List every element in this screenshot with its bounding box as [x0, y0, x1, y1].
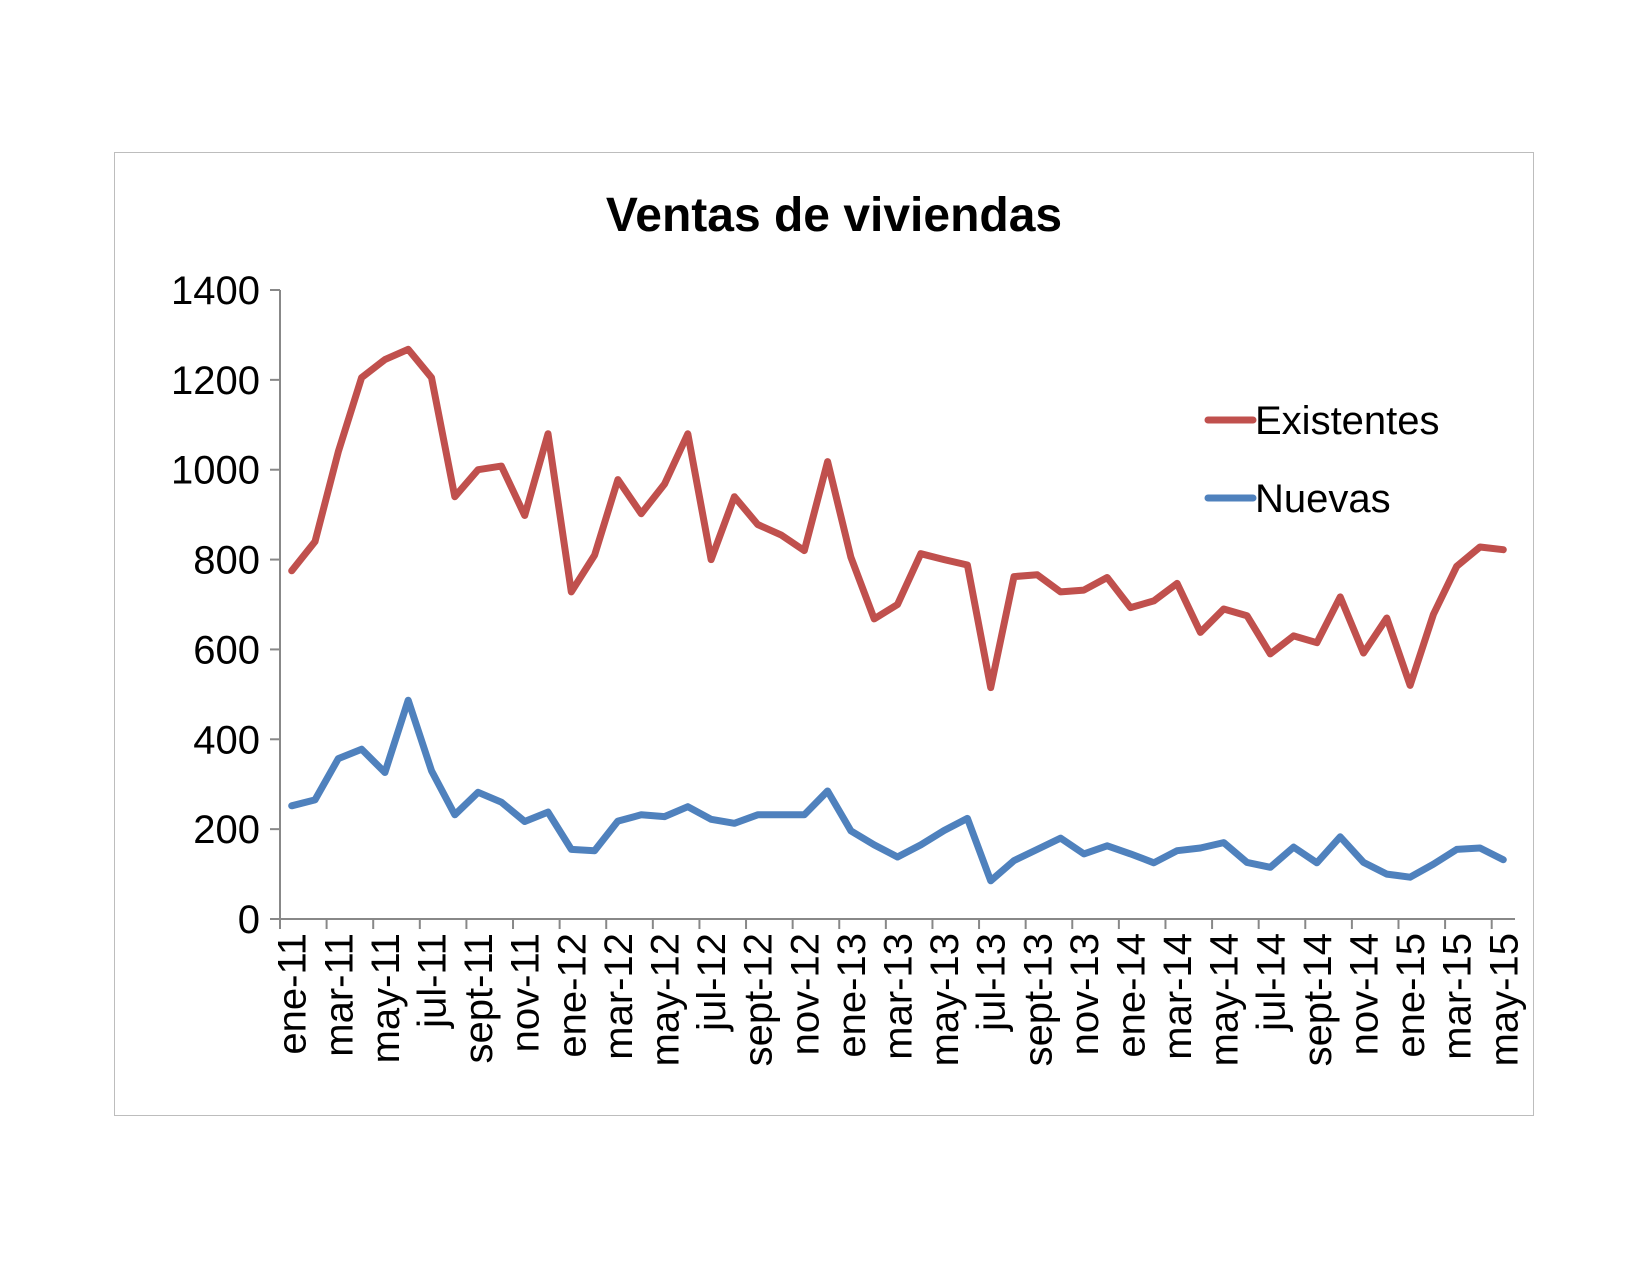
y-tick-label: 200: [193, 808, 260, 852]
x-tick-label: jul-14: [1249, 933, 1293, 1032]
x-tick-label: mar-11: [317, 933, 361, 1057]
legend: Existentes Nuevas: [1204, 399, 1440, 521]
legend-label: Existentes: [1255, 399, 1440, 443]
x-tick-label: ene-14: [1110, 933, 1154, 1058]
x-tick-label: jul-13: [970, 933, 1014, 1032]
x-tick-label: sept-12: [737, 933, 781, 1066]
x-tick-label: may-15: [1482, 933, 1526, 1066]
x-tick-label: mar-15: [1436, 933, 1480, 1060]
x-tick-label: sept-11: [457, 933, 501, 1063]
x-tick-label: mar-13: [877, 933, 921, 1060]
x-tick-label: jul-11: [410, 933, 454, 1029]
x-tick-label: sept-13: [1016, 933, 1060, 1066]
series-line-existentes: [288, 345, 1507, 692]
x-tick-label: may-12: [643, 933, 687, 1066]
y-tick-label: 1200: [171, 359, 260, 403]
x-tick-label: jul-12: [690, 933, 734, 1032]
y-tick-label: 0: [238, 898, 260, 942]
x-tick-label: may-13: [923, 933, 967, 1066]
chart-frame: Ventas de viviendas 0 200 400 600 800 1000 120…: [114, 152, 1534, 1116]
line-chart: Ventas de viviendas 0 200 400 600 800 1000 120…: [171, 189, 1526, 1066]
y-tick-label: 1000: [171, 449, 260, 493]
y-tick-label: 800: [193, 539, 260, 583]
x-tick-label: ene-11: [271, 933, 315, 1055]
x-tick-label: mar-12: [597, 933, 641, 1060]
y-tick-label: 600: [193, 628, 260, 672]
x-tick-label: nov-12: [783, 933, 827, 1055]
chart-title: Ventas de viviendas: [606, 189, 1062, 242]
x-tick-label: may-11: [364, 933, 408, 1063]
x-tick-label: nov-14: [1343, 933, 1387, 1055]
series-line-nuevas: [288, 696, 1507, 885]
x-tick-label: ene-12: [550, 933, 594, 1058]
x-tick-label: nov-11: [504, 933, 548, 1052]
x-tick-label: ene-13: [830, 933, 874, 1058]
y-tick-label: 1400: [171, 269, 260, 313]
x-tick-label: nov-13: [1063, 933, 1107, 1055]
y-tick-label: 400: [193, 718, 260, 762]
series-lines: [288, 345, 1507, 885]
x-tick-label: mar-14: [1156, 933, 1200, 1060]
x-tick-label: sept-14: [1296, 933, 1340, 1066]
legend-label: Nuevas: [1255, 477, 1391, 521]
x-tick-label: may-14: [1203, 933, 1247, 1066]
x-tick-label: ene-15: [1389, 933, 1433, 1058]
